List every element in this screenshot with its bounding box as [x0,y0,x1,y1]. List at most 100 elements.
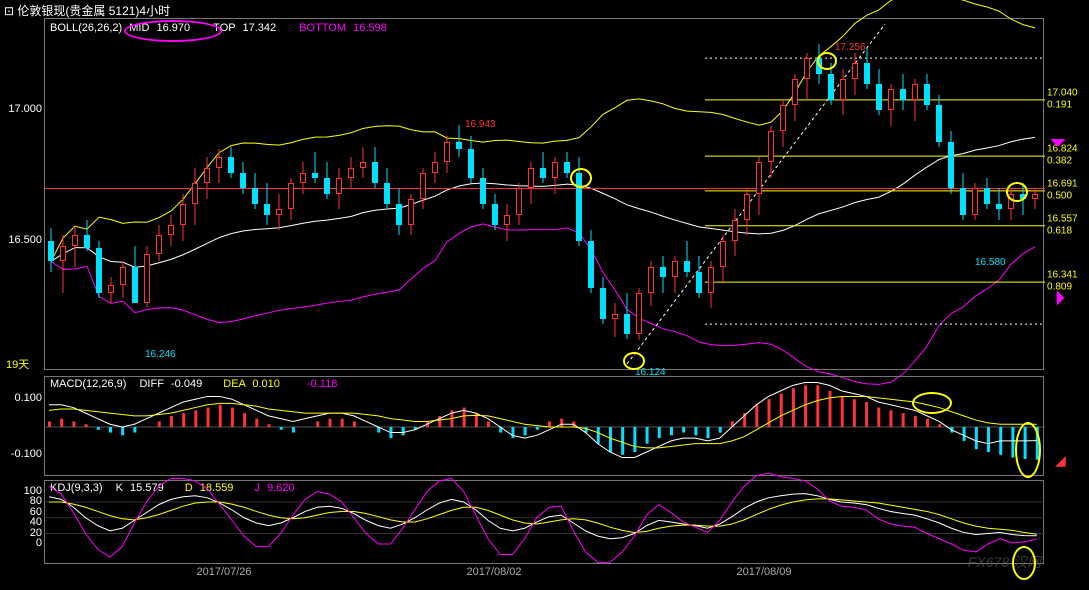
candle[interactable] [564,19,570,371]
chart-title: ⊡ 伦敦银现(贵金属 5121)4小时 [4,2,170,19]
candle[interactable] [900,19,906,371]
candle[interactable] [1032,19,1038,371]
candle[interactable] [408,19,414,371]
candle[interactable] [216,19,222,371]
candle[interactable] [612,19,618,371]
time-x-axis: 2017/07/262017/08/022017/08/09 [44,566,1044,588]
candle[interactable] [528,19,534,371]
candle[interactable] [720,19,726,371]
candle[interactable] [936,19,942,371]
candle[interactable] [984,19,990,371]
candle[interactable] [468,19,474,371]
candle[interactable] [492,19,498,371]
candle[interactable] [360,19,366,371]
candle[interactable] [276,19,282,371]
candle[interactable] [1008,19,1014,371]
candle[interactable] [324,19,330,371]
candle[interactable] [228,19,234,371]
candle[interactable] [168,19,174,371]
candle[interactable] [336,19,342,371]
candle[interactable] [816,19,822,371]
candle[interactable] [648,19,654,371]
candle[interactable] [372,19,378,371]
candle[interactable] [708,19,714,371]
candle[interactable] [420,19,426,371]
candle[interactable] [120,19,126,371]
candle[interactable] [552,19,558,371]
candle[interactable] [300,19,306,371]
candle[interactable] [744,19,750,371]
candle[interactable] [516,19,522,371]
candle[interactable] [672,19,678,371]
candle[interactable] [1020,19,1026,371]
candle[interactable] [768,19,774,371]
candle[interactable] [288,19,294,371]
candle[interactable] [600,19,606,371]
candle[interactable] [60,19,66,371]
candle[interactable] [144,19,150,371]
candle[interactable] [840,19,846,371]
watermark: FX678 汉网 [968,552,1041,572]
candle[interactable] [888,19,894,371]
candle[interactable] [636,19,642,371]
candle[interactable] [456,19,462,371]
price-y-axis: 17.00016.50019天 [0,18,44,370]
candle[interactable] [792,19,798,371]
kdj-y-axis: 100806040200 [0,480,44,564]
candle[interactable] [444,19,450,371]
price-label: 16.580 [975,257,1006,268]
candle[interactable] [264,19,270,371]
candle[interactable] [780,19,786,371]
candle[interactable] [588,19,594,371]
candle[interactable] [384,19,390,371]
candle[interactable] [876,19,882,371]
candle[interactable] [828,19,834,371]
macd-y-axis: 0.100-0.100 [0,376,44,476]
price-right-labels: 17.0400.19116.8240.38216.6910.50016.5570… [1045,18,1089,370]
candle[interactable] [192,19,198,371]
candle[interactable] [204,19,210,371]
candle[interactable] [72,19,78,371]
price-label: 17.256 [835,42,866,53]
candle[interactable] [756,19,762,371]
candle[interactable] [576,19,582,371]
candle[interactable] [396,19,402,371]
candle[interactable] [252,19,258,371]
candle[interactable] [852,19,858,371]
candle[interactable] [732,19,738,371]
candle[interactable] [948,19,954,371]
candle[interactable] [108,19,114,371]
candle[interactable] [132,19,138,371]
candle[interactable] [156,19,162,371]
candle[interactable] [864,19,870,371]
macd-content [45,377,1043,475]
candle[interactable] [960,19,966,371]
candle[interactable] [84,19,90,371]
candle[interactable] [480,19,486,371]
candle[interactable] [804,19,810,371]
candle[interactable] [312,19,318,371]
candle[interactable] [924,19,930,371]
candle[interactable] [996,19,1002,371]
kdj-panel[interactable] [44,480,1044,564]
candle[interactable] [96,19,102,371]
candle[interactable] [348,19,354,371]
candle[interactable] [684,19,690,371]
candle[interactable] [972,19,978,371]
candle[interactable] [912,19,918,371]
kdj-content [45,481,1043,563]
annotation-arrow: ◢ [1055,452,1066,469]
candle[interactable] [240,19,246,371]
candle[interactable] [540,19,546,371]
candle[interactable] [180,19,186,371]
candle[interactable] [432,19,438,371]
candle[interactable] [660,19,666,371]
candle[interactable] [48,19,54,371]
macd-panel[interactable] [44,376,1044,476]
price-label: 16.943 [465,119,496,130]
candle[interactable] [696,19,702,371]
candle[interactable] [504,19,510,371]
candle[interactable] [624,19,630,371]
main-price-chart[interactable]: 16.94317.25616.24616.12416.580 [44,18,1044,370]
price-label: 16.246 [145,349,176,360]
